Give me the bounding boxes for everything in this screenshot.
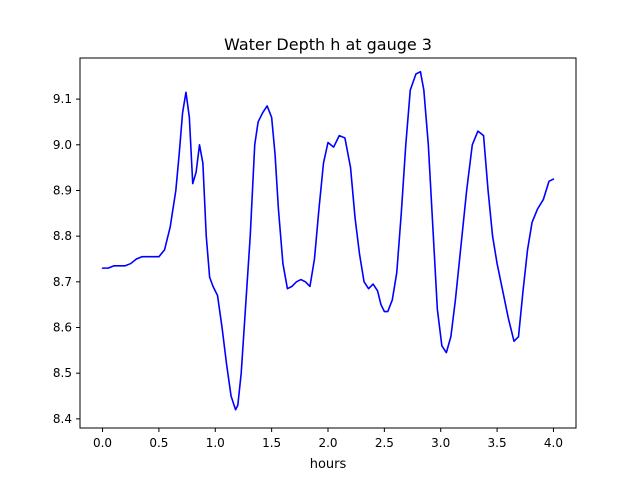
y-axis-ticks: 8.4 8.5 8.6 8.7 8.8 8.9 9.0 9.1	[53, 92, 80, 426]
x-tick-label: 0.0	[93, 436, 112, 450]
x-tick-label: 2.5	[375, 436, 394, 450]
x-axis-ticks: 0.0 0.5 1.0 1.5 2.0 2.5 3.0 3.5 4.0	[93, 428, 563, 450]
series-line-1	[101, 70, 555, 411]
chart-title: Water Depth h at gauge 3	[224, 35, 432, 54]
axes-frame	[79, 57, 577, 429]
y-tick-label: 8.7	[53, 275, 72, 289]
y-tick-label: 8.6	[53, 321, 72, 335]
y-tick-label: 9.1	[53, 92, 72, 106]
x-tick-label: 1.0	[206, 436, 225, 450]
x-tick-label: 2.0	[318, 436, 337, 450]
x-tick-label: 3.0	[431, 436, 450, 450]
y-tick-label: 9.0	[53, 138, 72, 152]
y-tick-label: 8.4	[53, 412, 72, 426]
x-axis-label: hours	[310, 457, 347, 472]
x-tick-label: 3.5	[488, 436, 507, 450]
x-tick-label: 1.5	[262, 436, 281, 450]
y-tick-label: 8.9	[53, 183, 72, 197]
plot-area	[101, 70, 555, 411]
x-tick-label: 0.5	[149, 436, 168, 450]
y-tick-label: 8.8	[53, 229, 72, 243]
y-tick-label: 8.5	[53, 366, 72, 380]
x-tick-label: 4.0	[544, 436, 563, 450]
